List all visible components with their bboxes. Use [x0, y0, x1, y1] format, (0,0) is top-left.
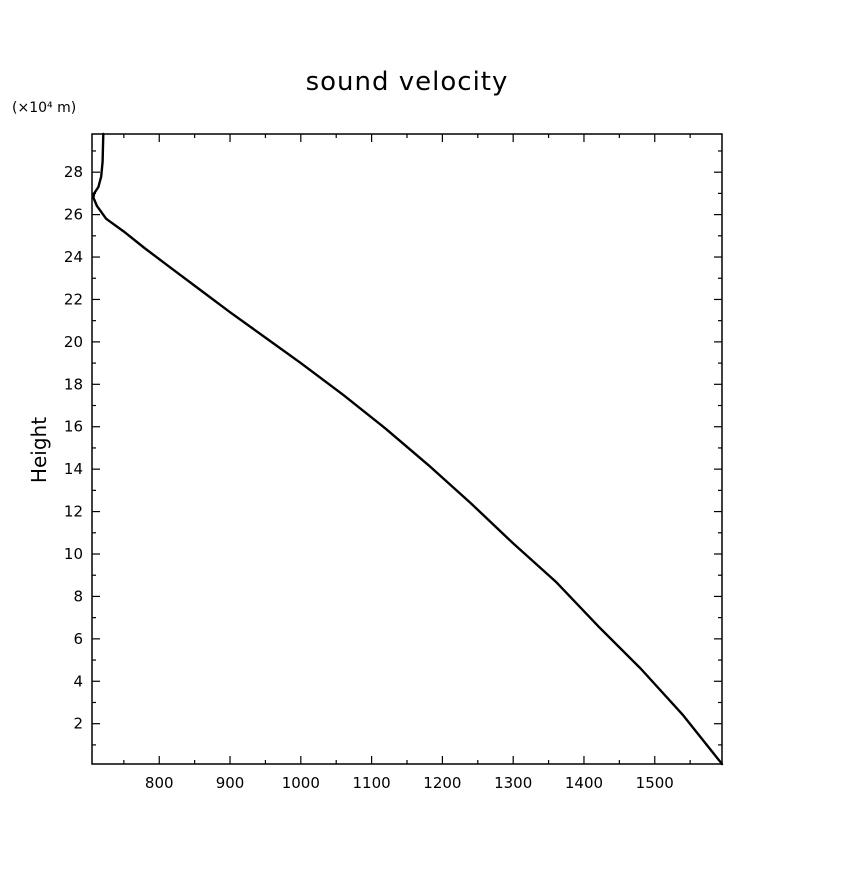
y-tick-label: 20	[64, 333, 83, 351]
y-tick-label: 8	[73, 587, 83, 605]
x-tick-label: 900	[216, 774, 245, 792]
y-tick-label: 10	[64, 545, 83, 563]
y-tick-label: 16	[64, 418, 83, 436]
x-tick-label: 1300	[494, 774, 532, 792]
x-tick-label: 1500	[636, 774, 674, 792]
x-tick-label: 1000	[282, 774, 320, 792]
axis-tick-labels: 800 900 1000 1100 1200 1300 1400 15002468101214…	[64, 163, 674, 792]
series-line-0	[92, 132, 724, 766]
y-tick-label: 22	[64, 290, 83, 308]
chart-title: sound velocity	[306, 67, 509, 97]
y-tick-label: 18	[64, 375, 83, 393]
x-tick-label: 800	[145, 774, 174, 792]
y-tick-label: 28	[64, 163, 83, 181]
y-tick-label: 14	[64, 460, 83, 478]
x-tick-label: 1200	[423, 774, 461, 792]
y-axis-label: Height	[27, 417, 51, 483]
y-tick-label: 6	[73, 630, 83, 648]
y-tick-label: 4	[73, 672, 83, 690]
x-tick-label: 1100	[353, 774, 391, 792]
plot-area-frame	[91, 133, 723, 765]
axis-ticks	[92, 134, 722, 764]
y-tick-label: 24	[64, 248, 83, 266]
y-axis-unit-label: (×10⁴ m)	[12, 100, 76, 116]
y-tick-label: 12	[64, 503, 83, 521]
y-tick-label: 2	[73, 715, 83, 733]
x-tick-label: 1400	[565, 774, 603, 792]
series-layer	[92, 132, 724, 766]
y-tick-label: 26	[64, 206, 83, 224]
